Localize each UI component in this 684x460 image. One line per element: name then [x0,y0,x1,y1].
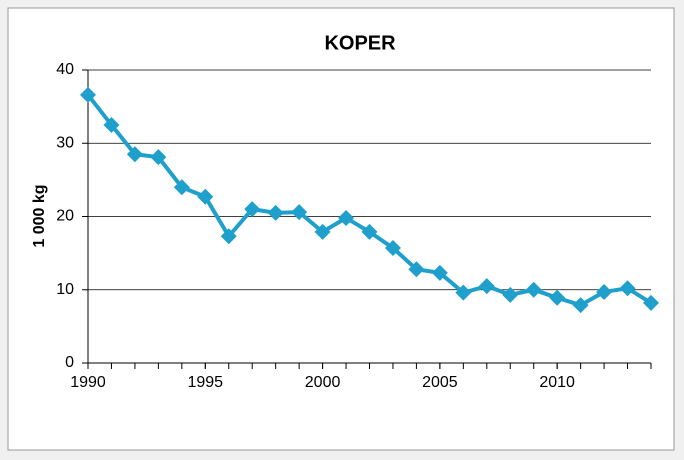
data-point [384,239,401,256]
data-point [291,204,308,221]
y-tick-label: 0 [65,354,74,371]
x-tick-label: 1995 [187,374,223,391]
x-tick-label: 1990 [70,374,106,391]
data-point [267,204,284,221]
y-tick-label: 40 [56,61,74,78]
data-point [173,179,190,196]
data-point [431,264,448,281]
data-point [80,86,96,103]
data-point [525,281,542,298]
x-tick-label: 2010 [539,374,575,391]
data-point [572,297,589,314]
data-point [220,228,237,245]
data-point [502,286,519,303]
data-point [478,278,495,295]
chart-title: KOPER [324,32,396,54]
data-point [549,289,566,306]
data-point [150,149,167,166]
data-point [126,146,143,163]
data-point [455,284,472,301]
data-point [103,116,120,133]
y-tick-label: 20 [56,208,74,225]
data-point [338,209,355,226]
data-point [197,188,214,205]
data-point [244,201,261,218]
y-axis-label: 1 000 kg [31,184,48,247]
y-tick-label: 30 [56,134,74,151]
x-tick-label: 2000 [305,374,341,391]
data-point [596,283,613,300]
data-point [619,280,636,297]
y-tick-label: 10 [56,281,74,298]
data-point [361,223,378,240]
x-tick-label: 2005 [422,374,458,391]
chart-frame [7,7,675,451]
data-point [643,294,659,311]
data-point [408,261,425,278]
data-point [314,223,331,240]
